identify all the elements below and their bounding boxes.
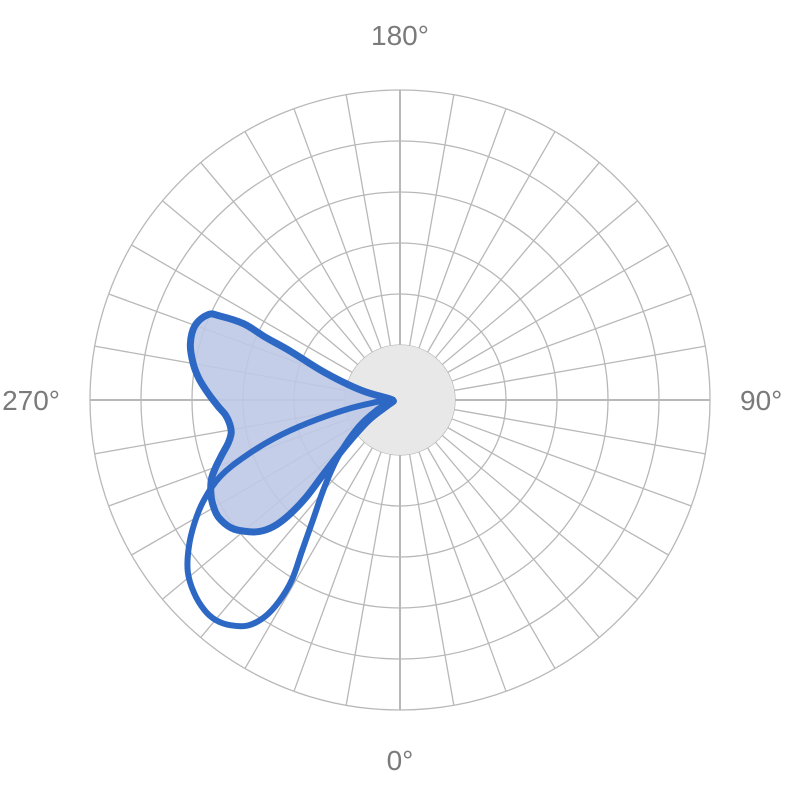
spoke <box>410 95 454 346</box>
spoke <box>435 163 599 358</box>
axis-label-bottom: 0° <box>387 745 414 776</box>
spoke <box>435 442 599 637</box>
spoke <box>346 454 390 705</box>
spoke <box>294 109 381 349</box>
spoke <box>410 454 454 705</box>
axis-label-left: 270° <box>2 385 60 416</box>
axis-label-top: 180° <box>371 20 429 51</box>
spoke <box>442 201 637 365</box>
spoke <box>452 419 692 506</box>
polar-svg: 180° 90° 0° 270° <box>0 0 800 800</box>
spoke <box>452 294 692 381</box>
polar-chart: 180° 90° 0° 270° <box>0 0 800 800</box>
spoke <box>419 109 506 349</box>
spoke <box>442 435 637 599</box>
spoke <box>454 410 705 454</box>
axis-label-right: 90° <box>740 385 782 416</box>
spoke <box>346 95 390 346</box>
spoke <box>419 452 506 692</box>
spoke <box>454 346 705 390</box>
